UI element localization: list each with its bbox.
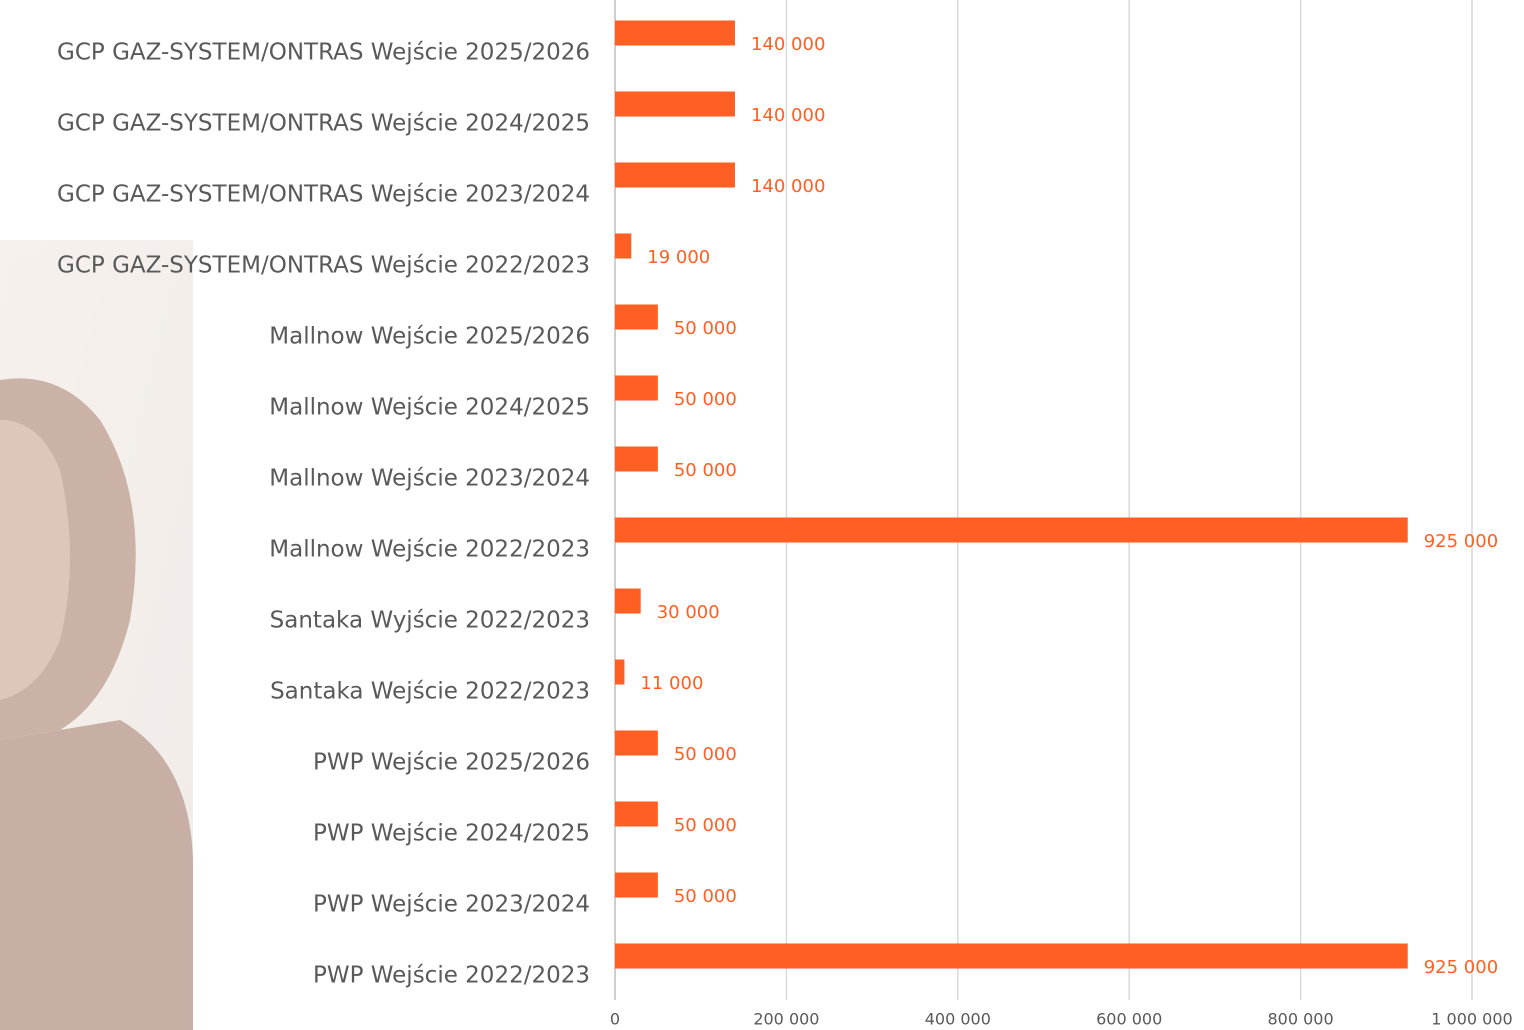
data-label: 140 000 <box>751 176 825 197</box>
data-label: 140 000 <box>751 105 825 126</box>
y-tick-label: PWP Wejście 2022/2023 <box>313 963 590 989</box>
data-label: 925 000 <box>1424 531 1498 552</box>
bar <box>615 802 658 827</box>
y-tick-label: GCP GAZ-SYSTEM/ONTRAS Wejście 2024/2025 <box>57 111 590 137</box>
y-tick-label: GCP GAZ-SYSTEM/ONTRAS Wejście 2022/2023 <box>57 253 590 279</box>
data-label: 140 000 <box>751 34 825 55</box>
y-tick-label: PWP Wejście 2023/2024 <box>313 892 590 918</box>
data-label: 50 000 <box>674 744 737 765</box>
y-tick-label: GCP GAZ-SYSTEM/ONTRAS Wejście 2025/2026 <box>57 40 590 66</box>
bar <box>615 731 658 756</box>
y-tick-label: Mallnow Wejście 2023/2024 <box>269 466 590 492</box>
y-tick-label: PWP Wejście 2024/2025 <box>313 821 590 847</box>
x-tick-label: 400 000 <box>925 1010 991 1029</box>
bar <box>615 518 1408 543</box>
data-label: 925 000 <box>1424 957 1498 978</box>
data-label: 50 000 <box>674 389 737 410</box>
data-label: 11 000 <box>640 673 703 694</box>
data-label: 30 000 <box>657 602 720 623</box>
bar <box>615 234 631 259</box>
y-tick-label: Mallnow Wejście 2022/2023 <box>269 537 590 563</box>
x-tick-label: 200 000 <box>753 1010 819 1029</box>
bar <box>615 305 658 330</box>
bar <box>615 376 658 401</box>
y-tick-label: Santaka Wyjście 2022/2023 <box>270 608 590 634</box>
background-image <box>0 240 193 1030</box>
x-tick-label: 600 000 <box>1096 1010 1162 1029</box>
bar <box>615 944 1408 969</box>
x-tick-label: 800 000 <box>1268 1010 1334 1029</box>
y-tick-label: Santaka Wejście 2022/2023 <box>270 679 590 705</box>
bar <box>615 163 735 188</box>
y-tick-label: PWP Wejście 2025/2026 <box>313 750 590 776</box>
bar <box>615 447 658 472</box>
chart: 0 200 000 400 000 600 000 800 000 1 000 000 GC… <box>0 0 1524 1030</box>
y-tick-label: GCP GAZ-SYSTEM/ONTRAS Wejście 2023/2024 <box>57 182 590 208</box>
data-label: 50 000 <box>674 886 737 907</box>
bar <box>615 92 735 117</box>
x-tick-label: 0 <box>610 1010 620 1029</box>
data-label: 50 000 <box>674 815 737 836</box>
x-tick-label: 1 000 000 <box>1431 1010 1512 1029</box>
y-tick-label: Mallnow Wejście 2025/2026 <box>269 324 590 350</box>
data-label: 50 000 <box>674 460 737 481</box>
bar <box>615 660 624 685</box>
data-label: 50 000 <box>674 318 737 339</box>
page: 0 200 000 400 000 600 000 800 000 1 000 000 GC… <box>0 0 1524 1030</box>
bar <box>615 589 641 614</box>
bar <box>615 873 658 898</box>
data-label: 19 000 <box>647 247 710 268</box>
y-tick-label: Mallnow Wejście 2024/2025 <box>269 395 590 421</box>
bar <box>615 21 735 46</box>
